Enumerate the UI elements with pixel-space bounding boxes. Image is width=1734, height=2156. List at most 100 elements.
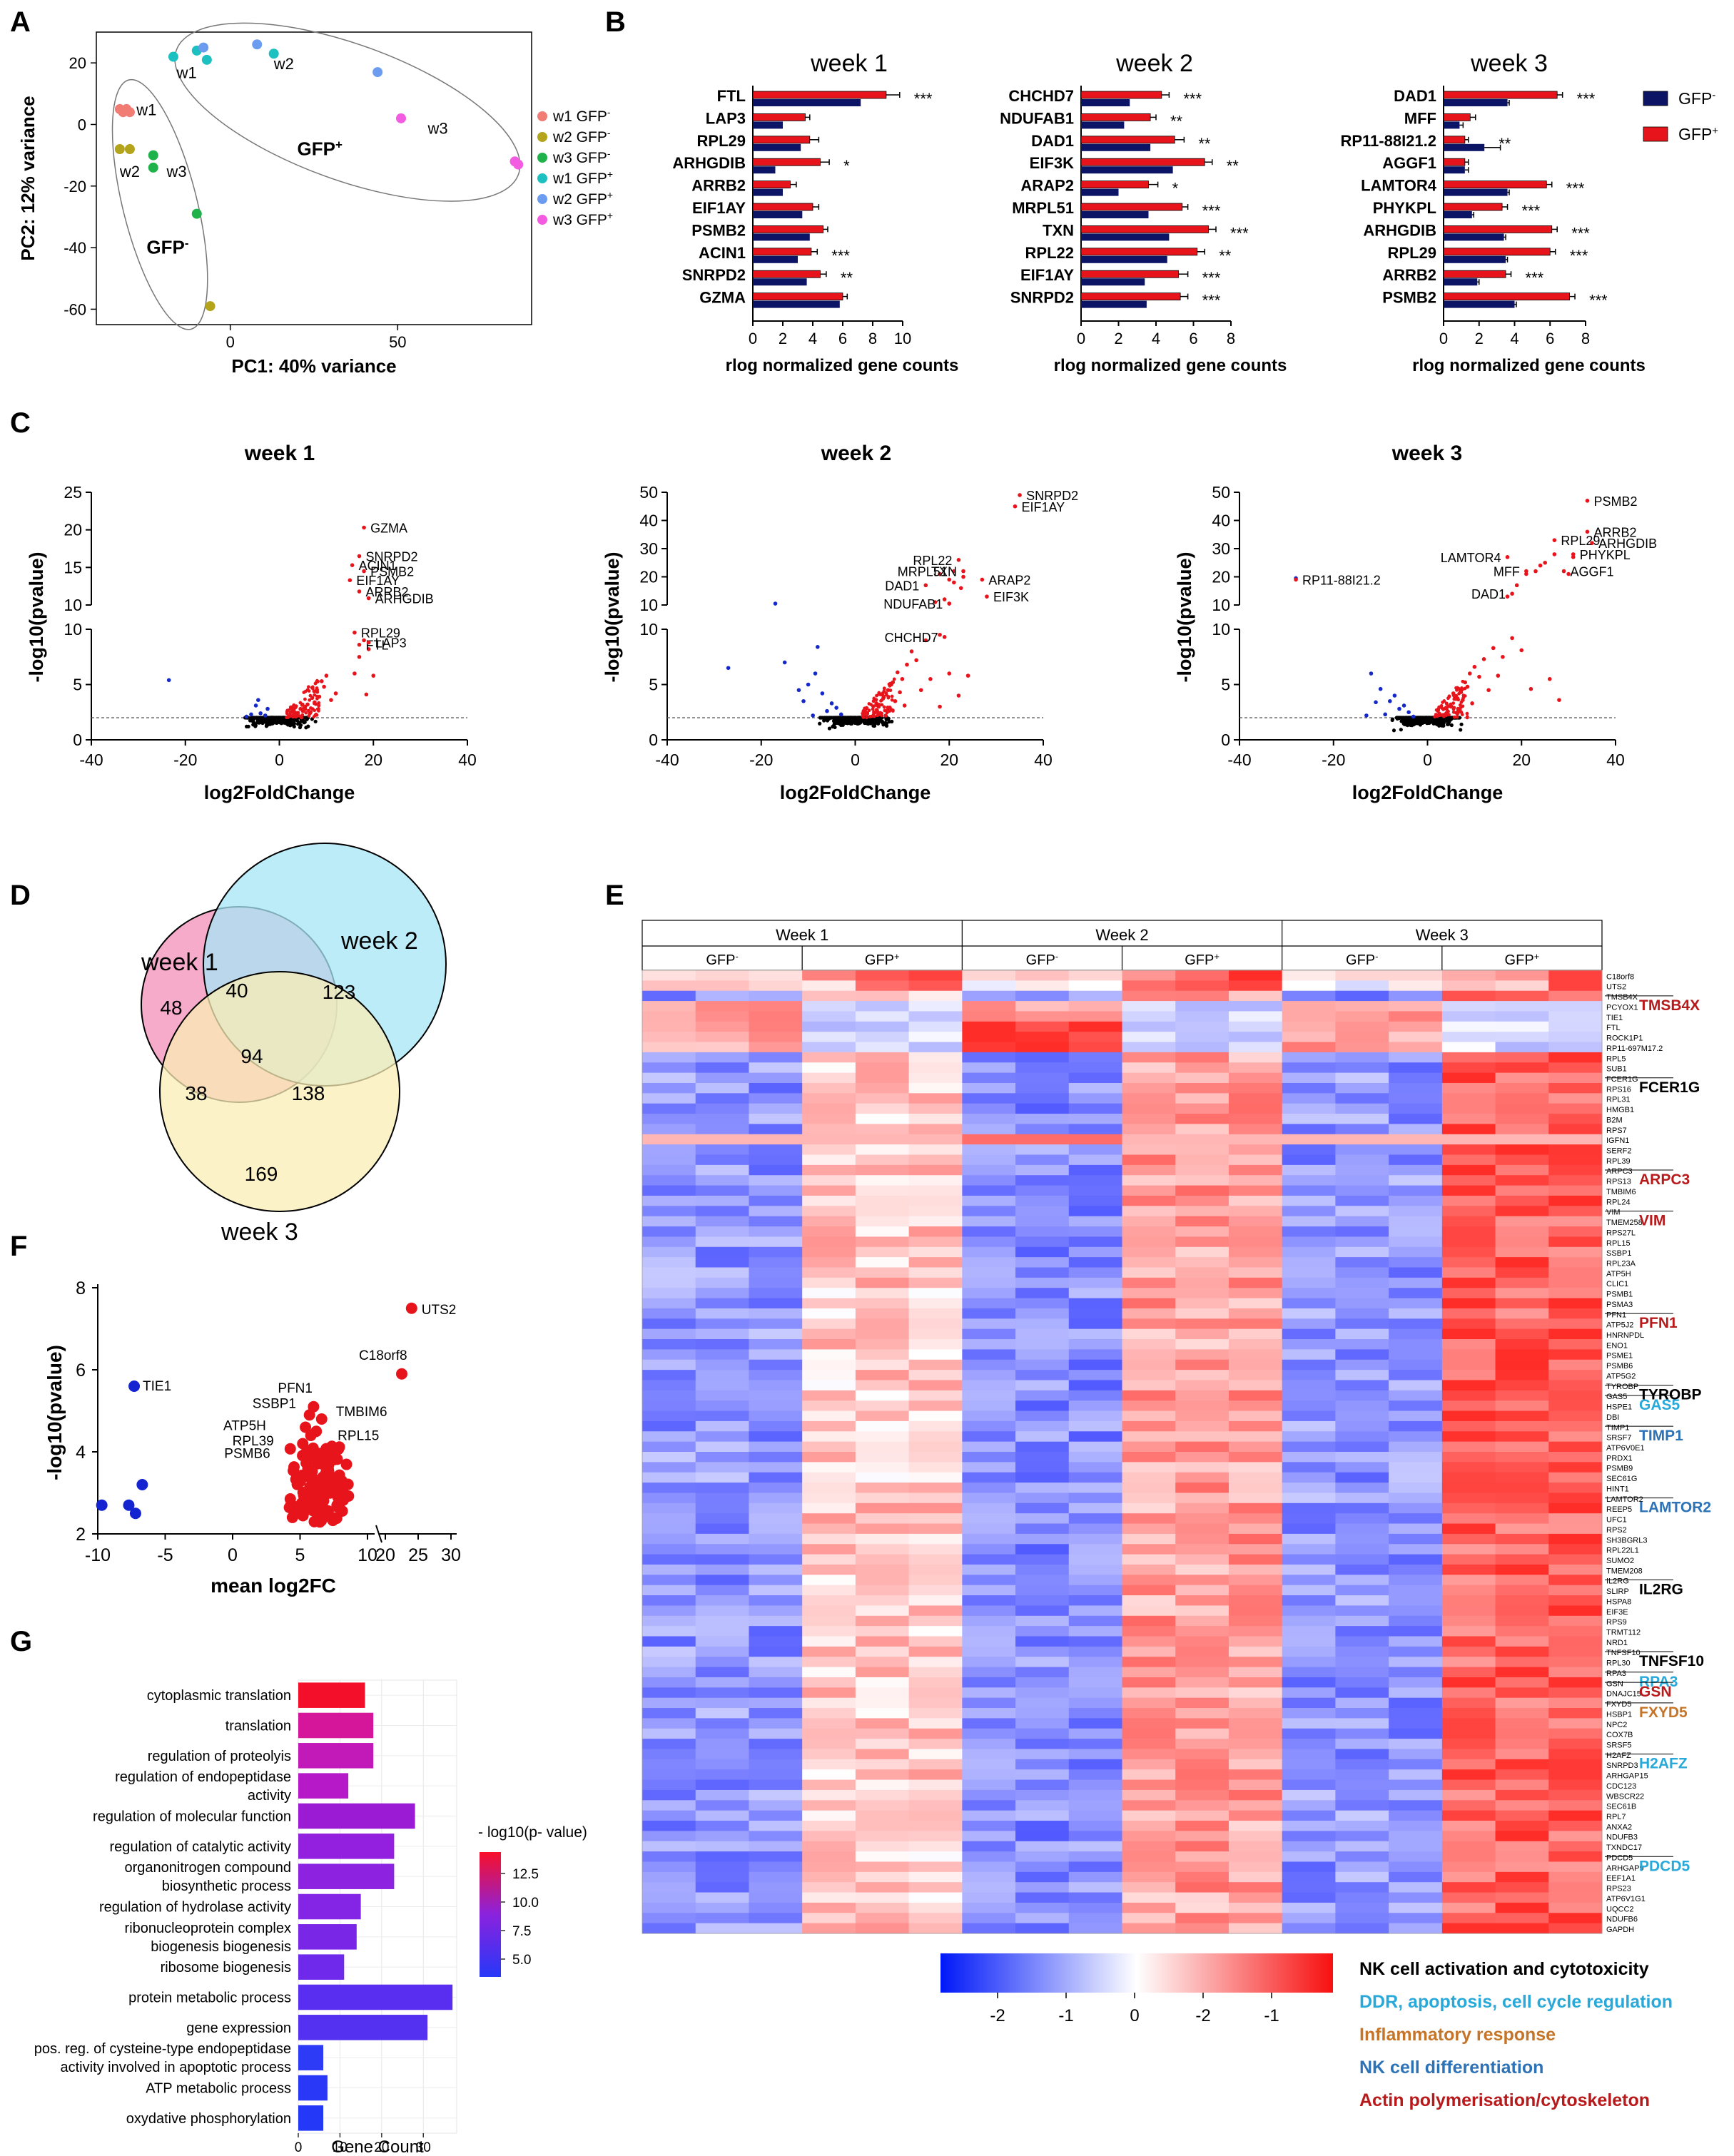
heatmap-cell	[749, 1636, 803, 1647]
heatmap-cell	[1122, 1483, 1176, 1493]
heatmap-cell	[855, 1667, 910, 1678]
heatmap-cell	[642, 1841, 696, 1852]
heatmap-cell	[802, 1636, 856, 1647]
heatmap-cell	[1282, 1103, 1336, 1114]
heatmap-cell	[1389, 990, 1443, 1002]
heatmap-cell	[1548, 1697, 1603, 1709]
go-term-label: ribosome biogenesis	[161, 1960, 291, 1976]
heatmap-cell	[1228, 1431, 1283, 1443]
row-gene-label: SERF2	[1606, 1147, 1631, 1156]
heatmap-cell	[855, 1175, 910, 1186]
heatmap-cell	[1495, 1185, 1549, 1196]
venn-label-week1: week 1	[141, 949, 218, 976]
sig-up-point	[871, 704, 875, 708]
panel-letter-a: A	[10, 6, 31, 38]
heatmap-cell	[1175, 1892, 1229, 1903]
heatmap-cell	[1175, 1267, 1229, 1278]
heatmap-cell	[1122, 1841, 1176, 1852]
row-gene-label: RPL7	[1606, 1813, 1626, 1821]
heatmap-cell	[855, 1164, 910, 1176]
row-gene-label: REEP5	[1606, 1505, 1632, 1514]
heatmap-cell	[962, 1575, 1016, 1586]
heatmap-cell	[1548, 1605, 1603, 1617]
heatmap-cell	[1495, 1339, 1549, 1350]
labeled-point	[348, 578, 353, 583]
labeled-point	[947, 601, 952, 606]
sig-down-point	[1397, 706, 1401, 711]
heatmap-cell	[1282, 1410, 1336, 1422]
heatmap-cell	[1122, 1226, 1176, 1237]
heatmap-cell	[1068, 1902, 1122, 1913]
heatmap-cell	[1228, 1657, 1283, 1668]
heatmap-cell	[908, 1431, 963, 1443]
annotation-w1-plus: w1	[176, 64, 197, 82]
heatmap-cell	[802, 1831, 856, 1842]
heatmap-cell	[1122, 1739, 1176, 1749]
heatmap-cell	[1335, 1472, 1389, 1483]
heatmap-cell	[1068, 1841, 1122, 1852]
heatmap-cell	[1068, 1626, 1122, 1637]
heatmap-cell	[642, 1144, 696, 1156]
heatmap-cell	[1548, 1913, 1603, 1924]
heatmap-cell	[1335, 1861, 1389, 1873]
heatmap-cell	[962, 1902, 1016, 1913]
heatmap-cell	[1015, 1749, 1070, 1760]
heatmap-cell	[1122, 1544, 1176, 1555]
labeled-point	[961, 569, 965, 574]
heatmap-cell	[1122, 1615, 1176, 1627]
go-term-label: activity involved in apoptotic process	[61, 2060, 292, 2075]
heatmap-cell	[1015, 1851, 1070, 1862]
heatmap-cell	[1389, 1800, 1443, 1811]
heatmap-cell	[1068, 1195, 1122, 1206]
heatmap-cell	[642, 1902, 696, 1913]
sig-up-point	[882, 689, 886, 693]
heatmap-cell	[855, 1585, 910, 1596]
heatmap-cell	[855, 1841, 910, 1852]
heatmap-cell	[1122, 1502, 1176, 1514]
heatmap-cell	[908, 990, 963, 1002]
heatmap-cell	[1335, 1318, 1389, 1330]
heatmap-cell	[855, 1380, 910, 1391]
sig-up-point	[1501, 654, 1505, 659]
gene-annotation: RP11-88I21.2	[1302, 573, 1381, 587]
heatmap-cell	[1335, 1605, 1389, 1617]
heatmap-cell	[1068, 1646, 1122, 1657]
heatmap-cell	[1175, 1657, 1229, 1668]
sig-up-point	[900, 676, 905, 681]
row-gene-label: HMGB1	[1606, 1106, 1634, 1114]
heatmap-cell	[1175, 1708, 1229, 1719]
heatmap-cell	[695, 1277, 749, 1288]
heatmap-cell	[1548, 1667, 1603, 1678]
heatmap-cell	[1228, 1892, 1283, 1903]
blue-point	[96, 1499, 108, 1511]
heatmap-cell	[802, 1718, 856, 1729]
heatmap-cell	[749, 1277, 803, 1288]
row-gene-label: TRMT112	[1606, 1629, 1641, 1637]
heatmap-cell	[695, 1902, 749, 1913]
heatmap-cell	[1015, 1462, 1070, 1473]
heatmap-cell	[855, 1493, 910, 1504]
ns-point	[267, 721, 271, 725]
heatmap-cell	[695, 1544, 749, 1555]
heatmap-cell	[1389, 1810, 1443, 1821]
heatmap-cell	[802, 1544, 856, 1555]
red-point	[333, 1443, 345, 1455]
heatmap-cell	[1389, 1144, 1443, 1156]
heatmap-cell	[1282, 1831, 1336, 1842]
panel-letter-f: F	[10, 1231, 27, 1262]
pca-point	[252, 39, 263, 50]
heatmap-cell	[1122, 1831, 1176, 1842]
heatmap-cell	[1175, 1533, 1229, 1545]
labeled-point	[357, 589, 362, 594]
heatmap-cell	[695, 1298, 749, 1309]
heatmap-cell	[908, 1390, 963, 1401]
heatmap-cell	[1068, 1236, 1122, 1248]
highlight-gene-label: H2AFZ	[1639, 1756, 1688, 1772]
heatmap-cell	[1015, 1082, 1070, 1094]
go-term-bar	[298, 1803, 415, 1829]
heatmap-cell	[1175, 1575, 1229, 1586]
labeled-point	[353, 630, 357, 635]
heatmap-cell	[1122, 1902, 1176, 1913]
heatmap-cell	[1015, 1339, 1070, 1350]
heatmap-cell	[1122, 1062, 1176, 1074]
